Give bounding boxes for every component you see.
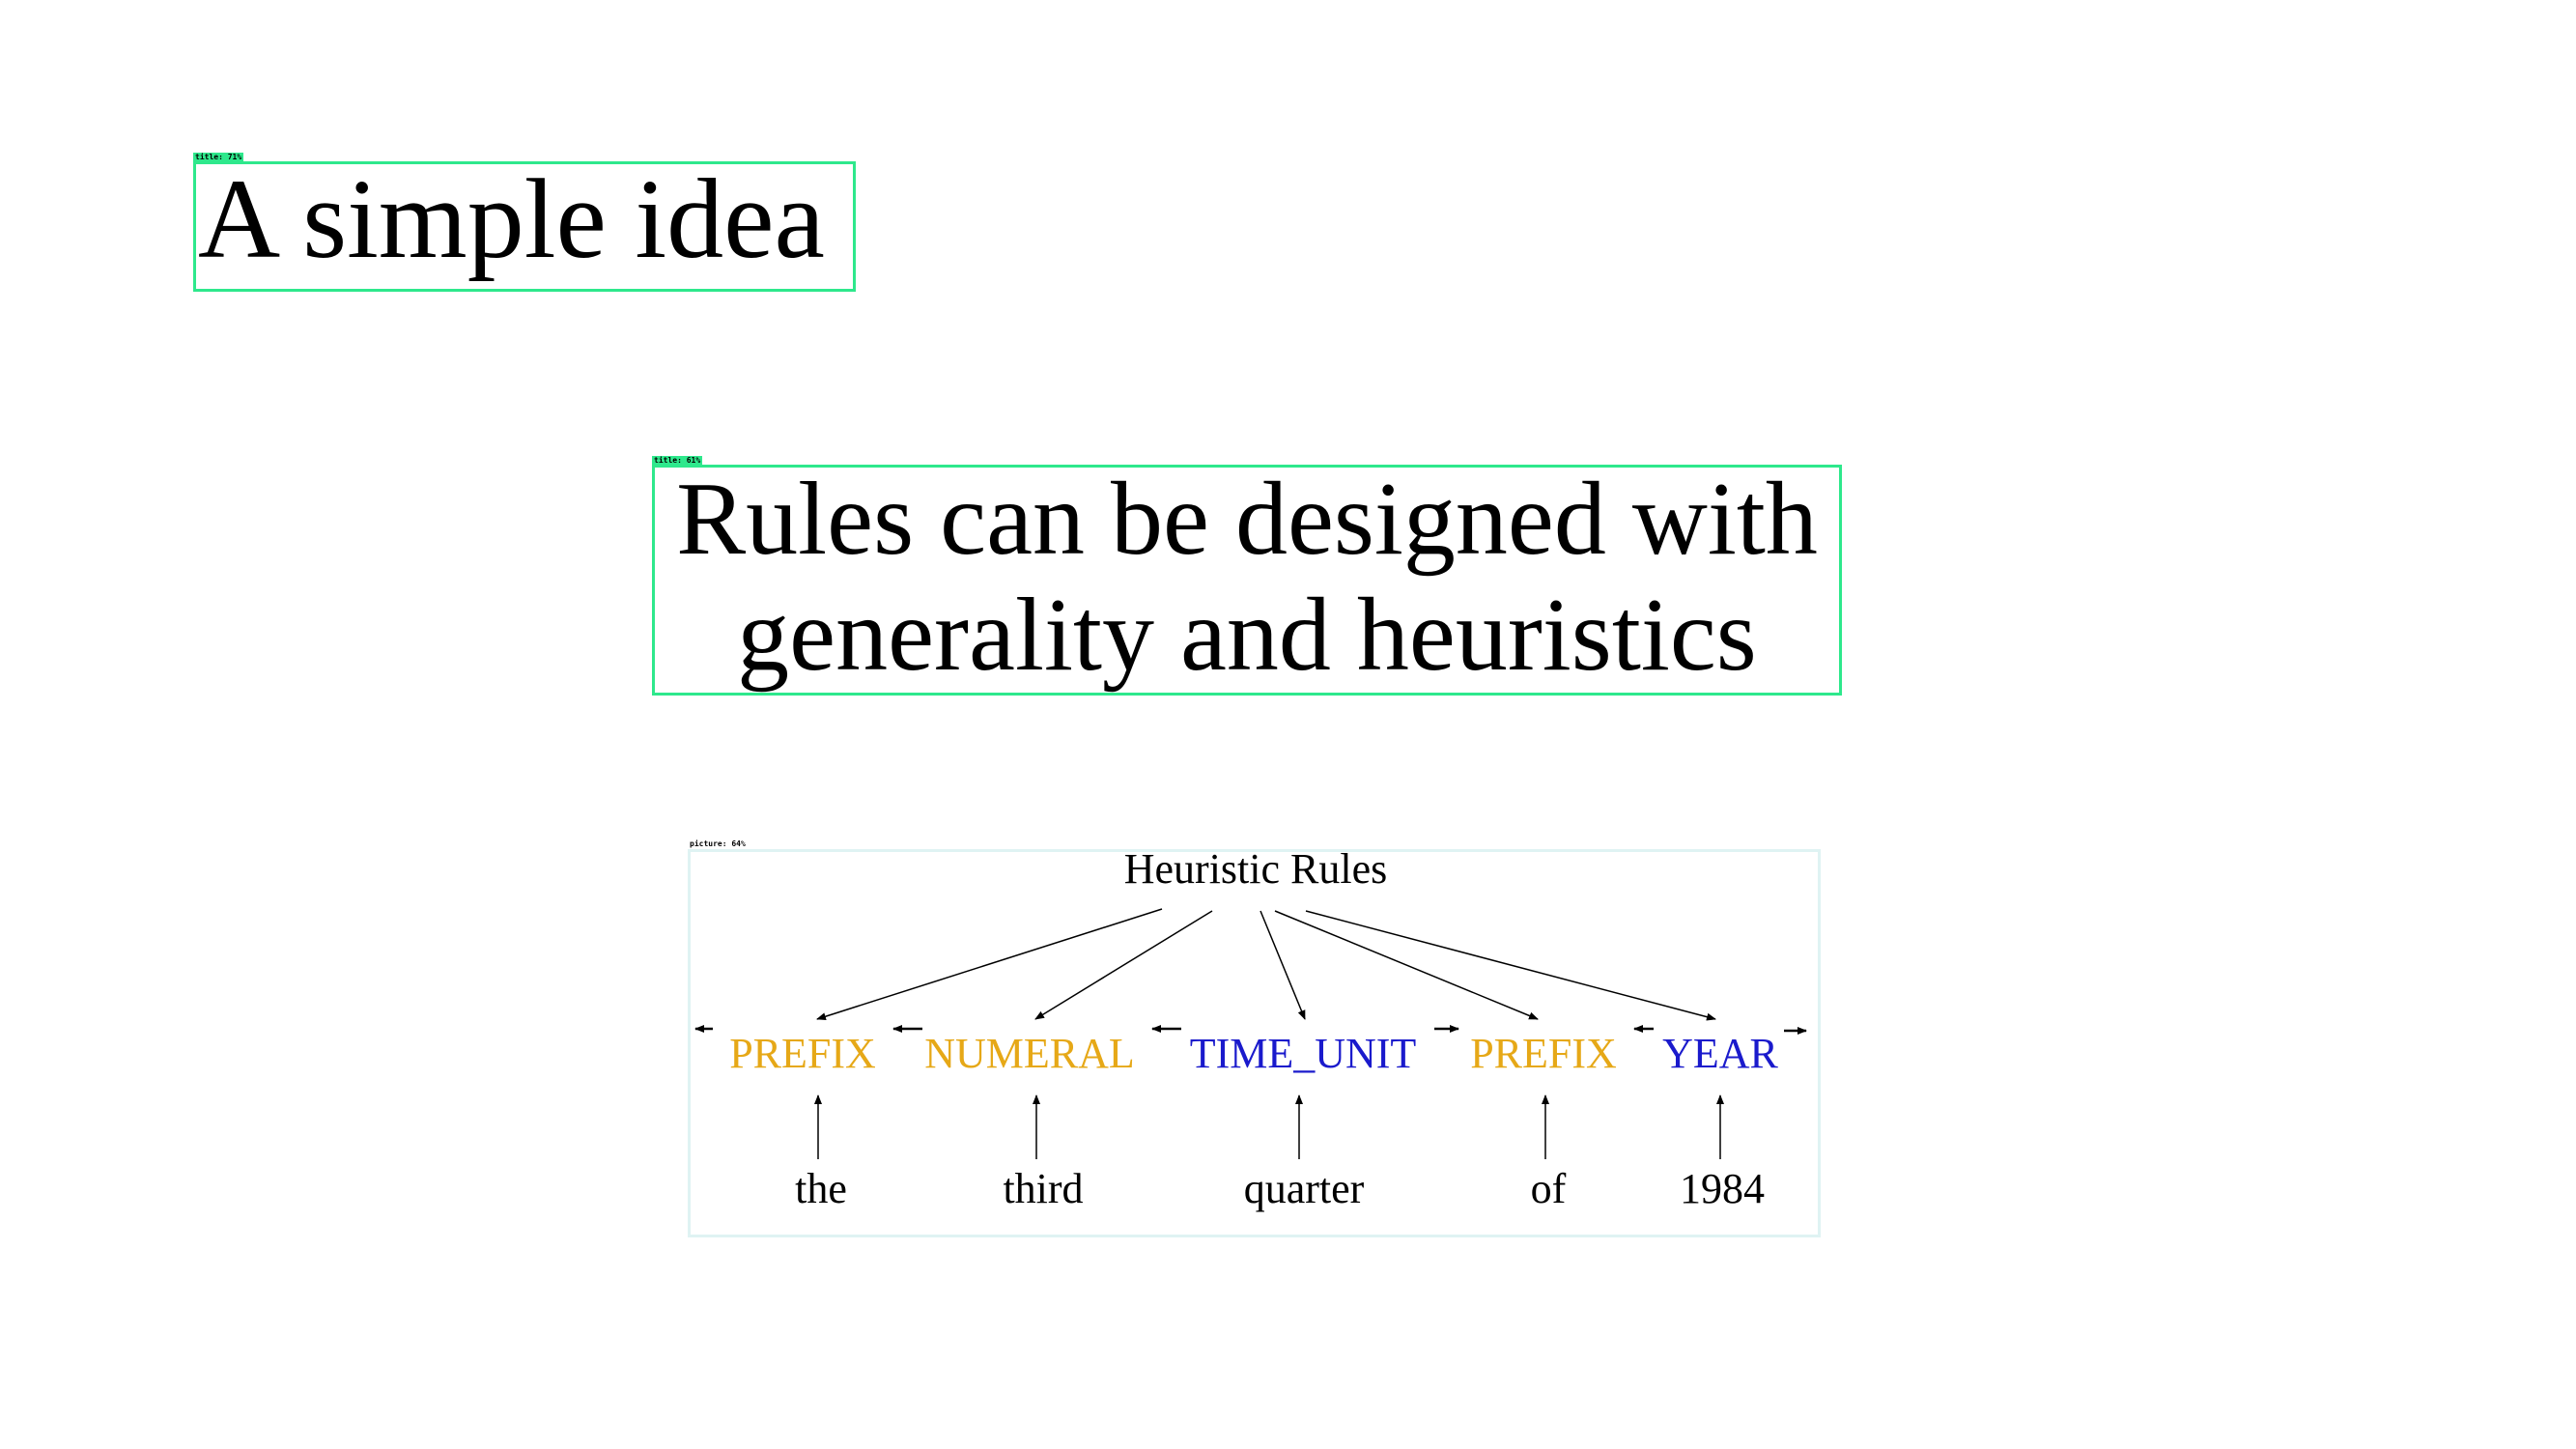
- root-to-tag-arrow: [1260, 910, 1306, 1020]
- word-quarter: quarter: [1244, 1165, 1365, 1212]
- title-detection-label: title: 71%: [193, 153, 244, 161]
- word-labels-group: the third quarter of 1984: [795, 1165, 1765, 1212]
- word-arrows-group: [814, 1094, 1724, 1159]
- root-to-tag-arrow: [1305, 910, 1716, 1021]
- word-third: third: [1003, 1165, 1083, 1212]
- tag-prefix: PREFIX: [1470, 1030, 1617, 1077]
- word-the: the: [795, 1165, 847, 1212]
- picture-detection-label: picture: 64%: [690, 839, 746, 848]
- word-of: of: [1531, 1165, 1567, 1212]
- slide-title: A simple idea: [198, 156, 825, 282]
- root-arrows-group: [816, 908, 1716, 1021]
- root-to-tag-arrow: [1274, 910, 1539, 1020]
- side-arrows-group: [694, 1025, 1807, 1035]
- word-1984: 1984: [1680, 1165, 1765, 1212]
- root-to-tag-arrow: [1034, 910, 1213, 1020]
- tag-prefix: PREFIX: [729, 1030, 876, 1077]
- title-detection-label: title: 61%: [652, 456, 703, 465]
- diagram-root-label: Heuristic Rules: [1124, 845, 1388, 893]
- root-to-tag-arrow: [816, 908, 1163, 1021]
- slide-subtitle: Rules can be designed with generality an…: [652, 462, 1842, 694]
- subtitle-line-2: generality and heuristics: [737, 578, 1757, 693]
- tag-time-unit: TIME_UNIT: [1190, 1030, 1417, 1077]
- picture-detection-box: [688, 849, 1821, 1237]
- tag-numeral: NUMERAL: [924, 1030, 1135, 1077]
- tag-labels-group: PREFIX NUMERAL TIME_UNIT PREFIX YEAR: [729, 1030, 1778, 1077]
- title-detection-box: [193, 161, 856, 292]
- tag-year: YEAR: [1662, 1030, 1778, 1077]
- subtitle-line-1: Rules can be designed with: [676, 462, 1818, 577]
- title-detection-box: [652, 465, 1842, 696]
